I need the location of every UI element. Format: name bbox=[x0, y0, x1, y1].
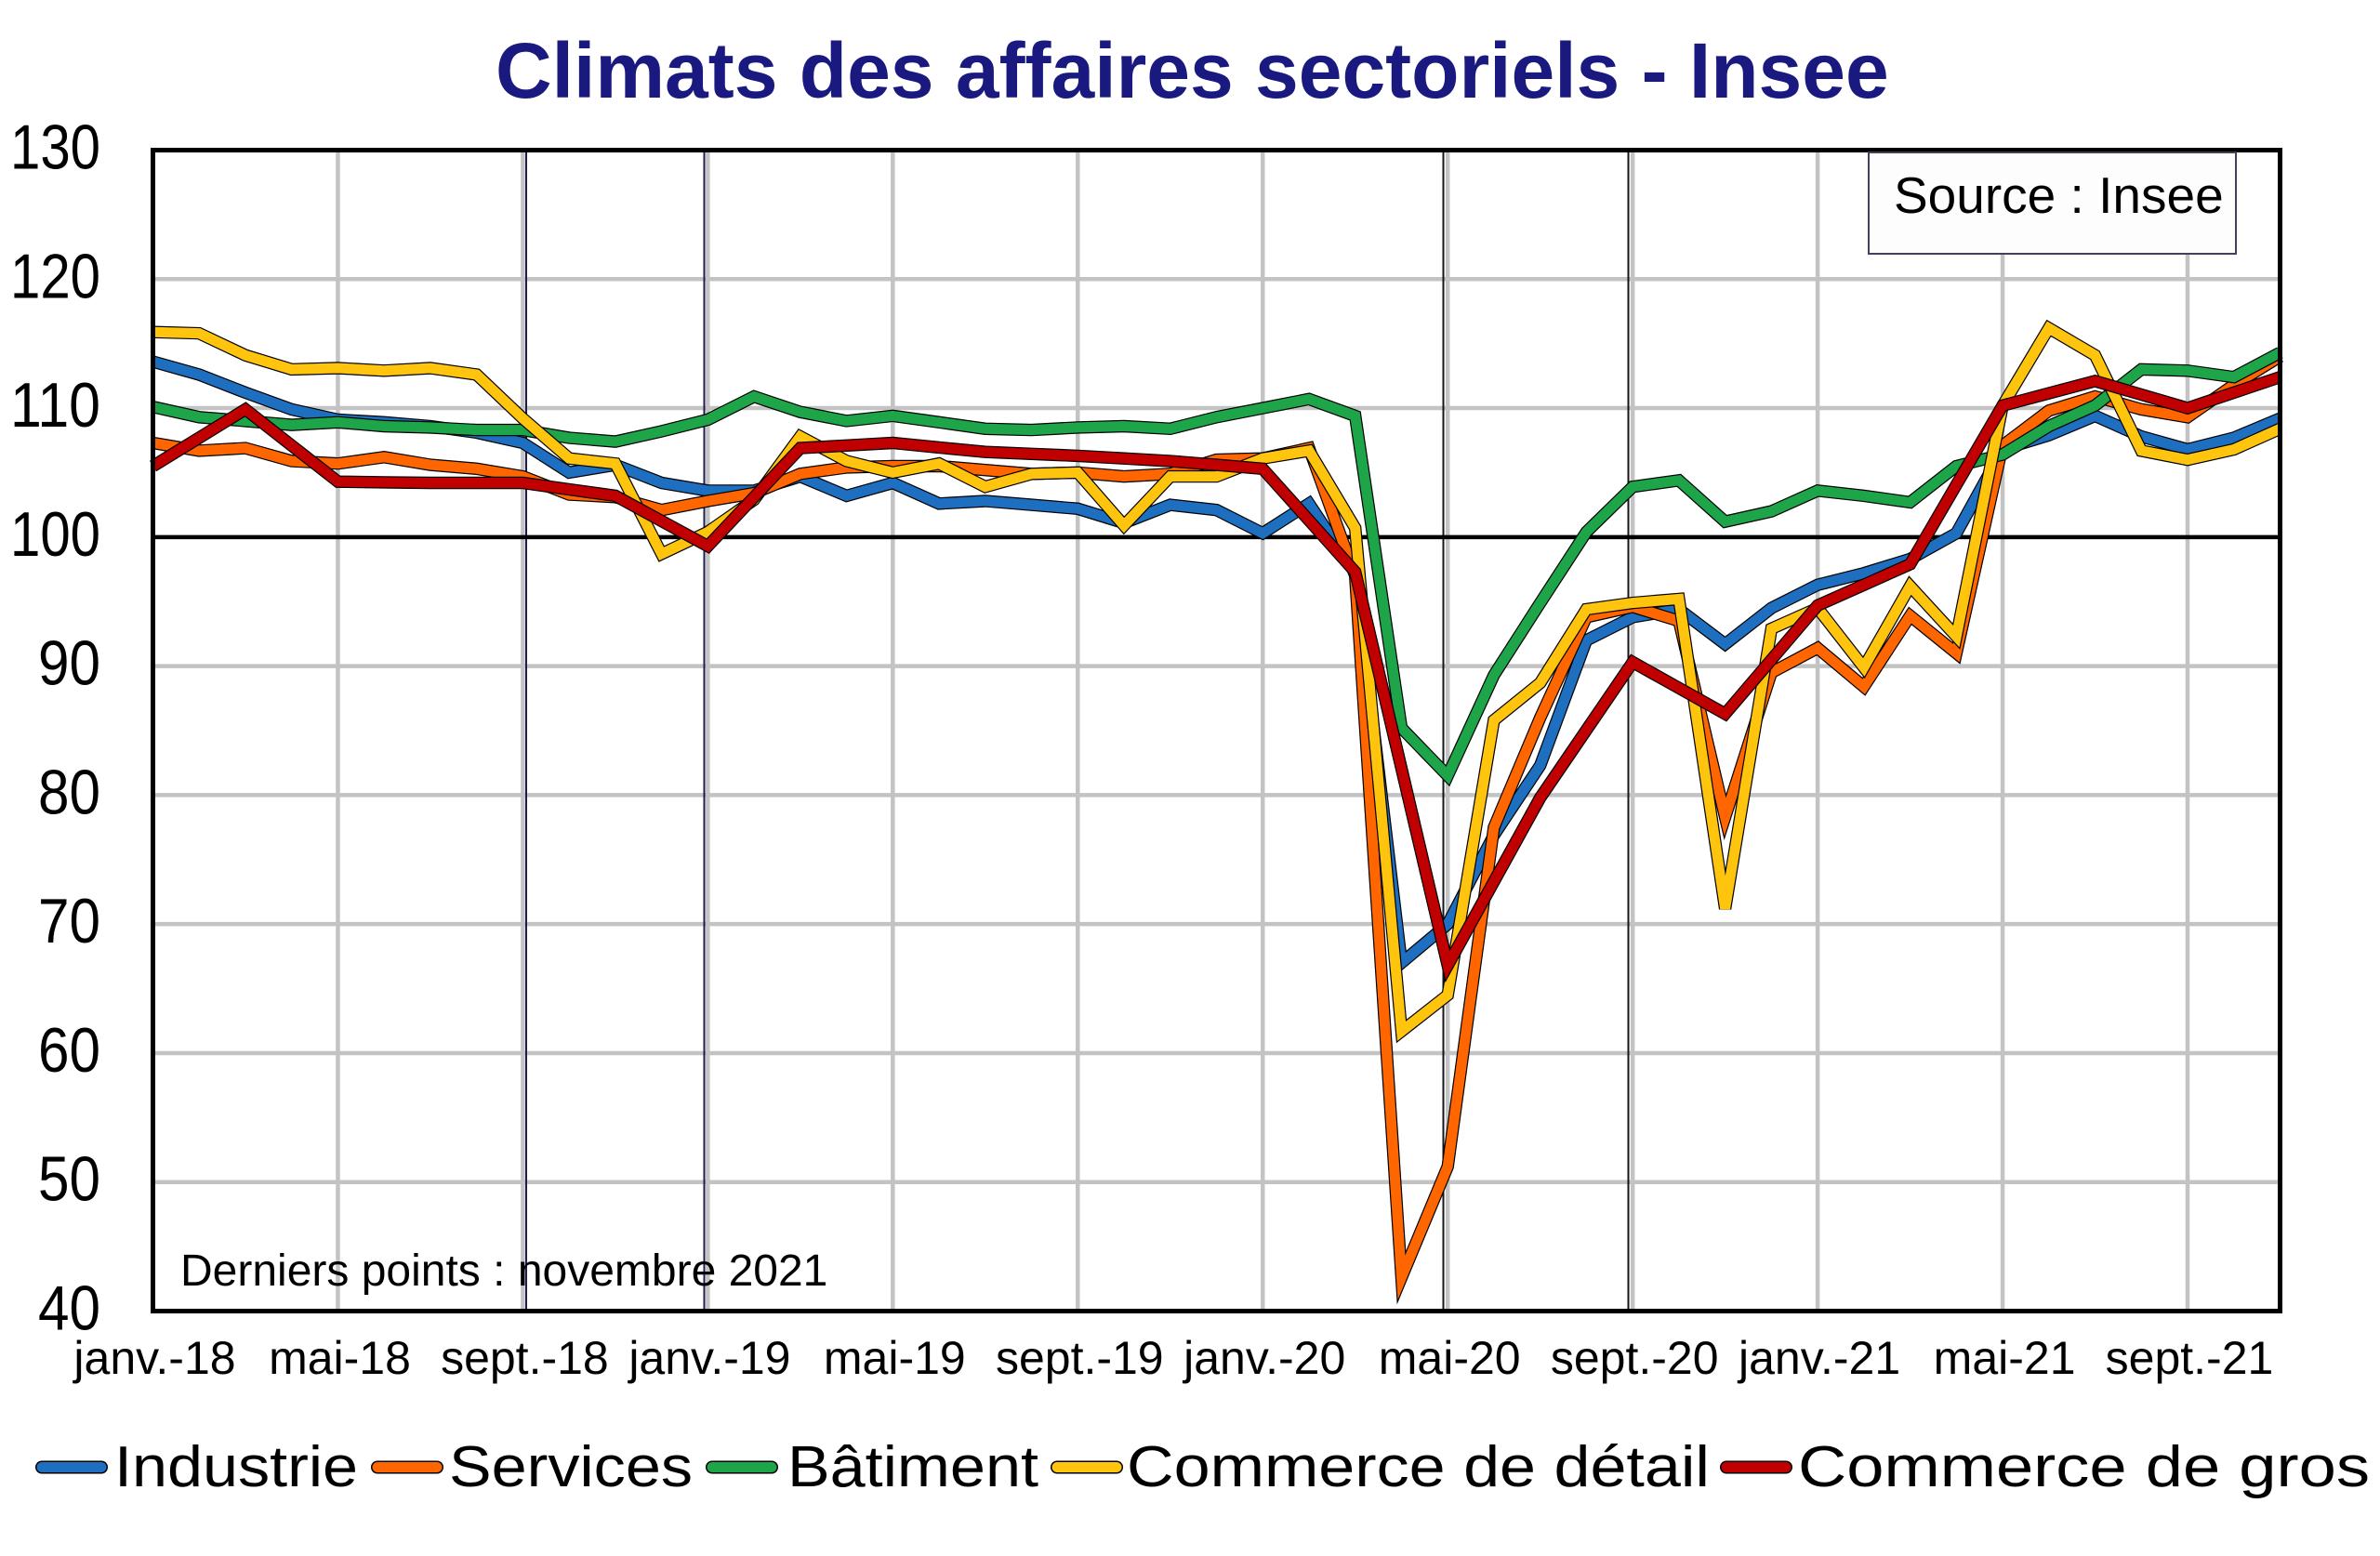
svg-text:mai-19: mai-19 bbox=[824, 1332, 966, 1384]
svg-text:90: 90 bbox=[38, 628, 100, 699]
svg-text:Services: Services bbox=[449, 1435, 693, 1499]
svg-text:Source : Insee: Source : Insee bbox=[1894, 166, 2224, 224]
svg-text:Bâtiment: Bâtiment bbox=[787, 1435, 1038, 1499]
svg-text:sept.-20: sept.-20 bbox=[1551, 1332, 1719, 1384]
svg-text:60: 60 bbox=[38, 1015, 100, 1086]
svg-text:40: 40 bbox=[38, 1273, 100, 1344]
svg-text:Derniers points : novembre 202: Derniers points : novembre 2021 bbox=[180, 1246, 827, 1296]
svg-text:Industrie: Industrie bbox=[114, 1435, 358, 1499]
svg-text:Commerce de détail: Commerce de détail bbox=[1127, 1435, 1710, 1499]
svg-text:120: 120 bbox=[10, 241, 100, 311]
svg-text:janv.-18: janv.-18 bbox=[72, 1332, 235, 1384]
svg-text:janv.-21: janv.-21 bbox=[1737, 1332, 1900, 1384]
svg-text:80: 80 bbox=[38, 757, 100, 827]
svg-text:sept.-19: sept.-19 bbox=[996, 1332, 1164, 1384]
svg-text:sept.-21: sept.-21 bbox=[2106, 1332, 2274, 1384]
svg-text:Climats des affaires sectoriel: Climats des affaires sectoriels - Insee bbox=[496, 27, 1889, 114]
svg-text:janv.-19: janv.-19 bbox=[627, 1332, 790, 1384]
svg-text:sept.-18: sept.-18 bbox=[441, 1332, 609, 1384]
svg-text:mai-21: mai-21 bbox=[1934, 1332, 2076, 1384]
svg-text:130: 130 bbox=[10, 112, 100, 183]
svg-text:mai-18: mai-18 bbox=[269, 1332, 411, 1384]
svg-text:110: 110 bbox=[10, 370, 100, 441]
svg-text:100: 100 bbox=[10, 499, 100, 570]
svg-text:70: 70 bbox=[38, 886, 100, 956]
svg-text:janv.-20: janv.-20 bbox=[1182, 1332, 1345, 1384]
svg-text:50: 50 bbox=[38, 1144, 100, 1215]
svg-text:mai-20: mai-20 bbox=[1379, 1332, 1521, 1384]
svg-text:Commerce de gros: Commerce de gros bbox=[1798, 1435, 2370, 1499]
